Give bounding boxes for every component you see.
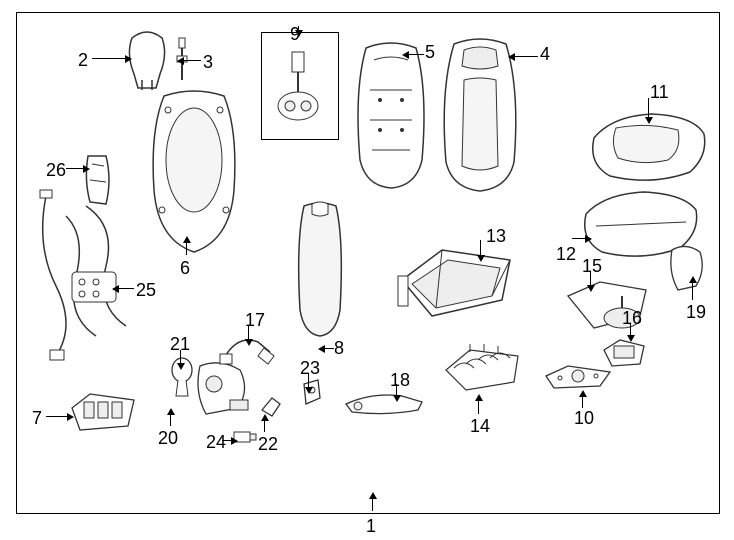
part-seatback-frame [138,90,250,258]
part-harness [26,186,146,368]
callout-leader-9 [298,26,299,31]
callout-label-22: 22 [258,434,278,455]
callout-leader-5 [408,54,424,55]
callout-leader-2 [92,58,126,59]
callout-label-18: 18 [390,370,410,391]
callout-label-2: 2 [78,50,88,71]
callout-label-15: 15 [582,256,602,277]
callout-label-5: 5 [425,42,435,63]
part-track-lever [342,386,426,416]
callout-leader-16 [630,324,631,336]
part-cover [664,240,708,294]
part-suspension [440,340,524,394]
callout-leader-22 [264,420,265,432]
callout-label-10: 10 [574,408,594,429]
part-module [540,362,616,390]
callout-leader-1 [372,498,373,511]
callout-leader-23 [308,374,309,388]
callout-leader-25 [118,288,134,289]
callout-leader-8 [324,348,334,349]
callout-leader-3 [183,60,201,61]
callout-leader-24 [222,440,232,441]
callout-leader-15 [590,272,591,286]
callout-leader-10 [582,396,583,408]
callout-label-4: 4 [540,44,550,65]
callout-label-7: 7 [32,408,42,429]
part-seatback-pad [350,40,432,190]
callout-leader-6 [186,242,187,255]
callout-leader-19 [692,282,693,300]
part-module-box [268,48,328,128]
callout-leader-18 [396,384,397,396]
callout-label-23: 23 [300,358,320,379]
callout-label-8: 8 [334,338,344,359]
callout-label-26: 26 [46,160,66,181]
callout-label-19: 19 [686,302,706,323]
part-cable [218,328,276,370]
callout-leader-12 [572,238,586,239]
callout-label-3: 3 [203,52,213,73]
callout-leader-17 [248,326,249,340]
callout-leader-21 [180,350,181,364]
assembly-label: 1 [366,516,376,537]
callout-label-6: 6 [180,258,190,279]
callout-label-14: 14 [470,416,490,437]
callout-label-25: 25 [136,280,156,301]
callout-label-11: 11 [650,82,669,103]
callout-leader-4 [514,56,538,57]
callout-leader-13 [480,240,481,256]
part-heater [286,200,354,340]
callout-leader-7 [46,416,68,417]
callout-label-24: 24 [206,432,226,453]
callout-label-12: 12 [556,244,576,265]
callout-label-13: 13 [486,226,506,247]
callout-label-16: 16 [622,308,642,329]
callout-leader-14 [478,400,479,414]
callout-leader-26 [66,168,84,169]
callout-leader-20 [170,414,171,426]
part-switch [66,388,140,434]
callout-label-20: 20 [158,428,178,449]
callout-leader-11 [648,98,649,118]
